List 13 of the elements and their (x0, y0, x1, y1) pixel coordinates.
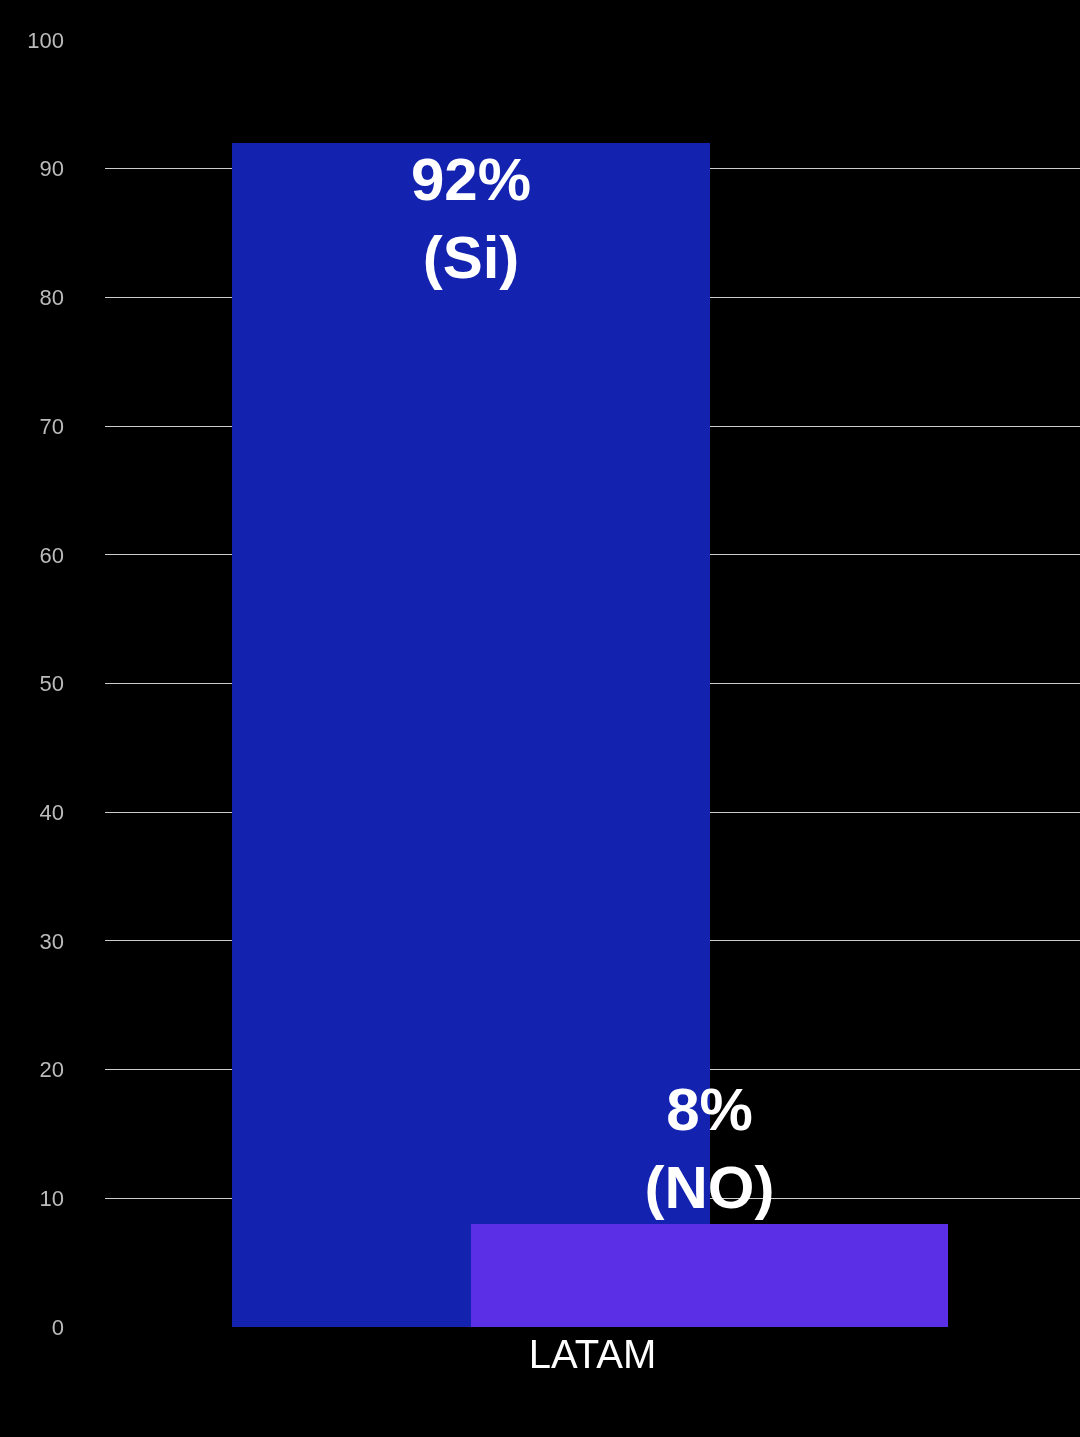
y-tick-label: 80 (39, 285, 64, 311)
y-tick-label: 90 (39, 156, 64, 182)
y-tick-label: 60 (39, 542, 64, 568)
x-tick-label: LATAM (528, 1332, 657, 1376)
y-tick-label: 70 (39, 413, 64, 439)
y-tick-label: 50 (39, 671, 64, 697)
data-label: 92% (Si) (410, 146, 532, 291)
y-tick-label: 10 (39, 1186, 64, 1211)
y-tick-label: 0 (51, 1314, 64, 1340)
y-tick-label: 40 (39, 799, 64, 825)
y-tick-label: 100 (27, 27, 64, 53)
y-tick-label: 20 (39, 1057, 64, 1083)
y-tick-label: 30 (39, 928, 64, 954)
